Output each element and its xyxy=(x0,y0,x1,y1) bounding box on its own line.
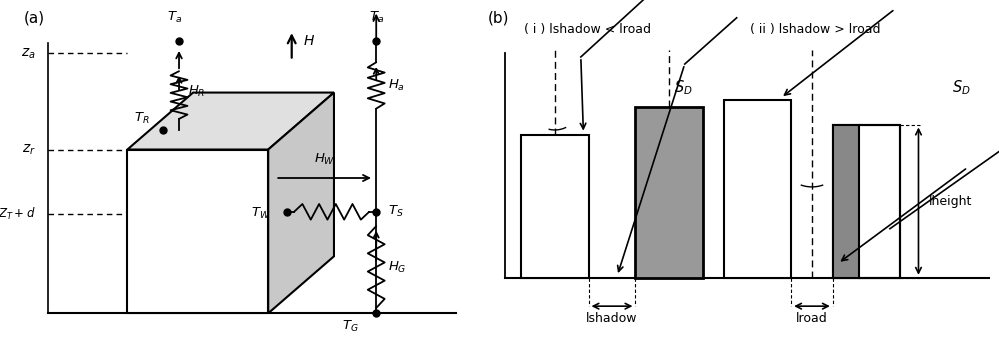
Text: $T_G$: $T_G$ xyxy=(342,319,359,334)
Polygon shape xyxy=(635,107,703,278)
Text: $H_R$: $H_R$ xyxy=(189,84,206,99)
Polygon shape xyxy=(268,93,334,313)
Text: lshadow: lshadow xyxy=(586,312,637,325)
Text: $T_a$: $T_a$ xyxy=(167,10,182,25)
Text: lheight: lheight xyxy=(929,195,972,208)
Text: $Z_T+d$: $Z_T+d$ xyxy=(0,205,36,222)
Polygon shape xyxy=(833,125,859,278)
Text: $H_W$: $H_W$ xyxy=(314,152,336,167)
Text: $z_r$: $z_r$ xyxy=(22,142,36,157)
Text: ( ii ) lshadow > lroad: ( ii ) lshadow > lroad xyxy=(749,23,880,36)
Text: $H_a$: $H_a$ xyxy=(388,78,405,93)
Text: $S_D$: $S_D$ xyxy=(674,78,693,97)
Polygon shape xyxy=(521,135,588,278)
Text: (a): (a) xyxy=(24,11,45,26)
Text: ( i ) lshadow < lroad: ( i ) lshadow < lroad xyxy=(523,23,650,36)
Text: $H$: $H$ xyxy=(304,34,316,48)
Polygon shape xyxy=(128,150,268,313)
Text: $S_D$: $S_D$ xyxy=(952,78,971,97)
Text: $T_R$: $T_R$ xyxy=(134,111,149,126)
Text: $T_S$: $T_S$ xyxy=(388,204,404,219)
Text: $T_W$: $T_W$ xyxy=(251,206,271,221)
Polygon shape xyxy=(723,100,791,278)
Text: (b): (b) xyxy=(488,11,508,26)
Polygon shape xyxy=(833,125,900,278)
Text: lroad: lroad xyxy=(796,312,828,325)
Text: $T_a$: $T_a$ xyxy=(369,10,384,25)
Text: $z_a$: $z_a$ xyxy=(21,46,36,61)
Text: $H_G$: $H_G$ xyxy=(388,260,407,274)
Polygon shape xyxy=(128,93,334,150)
